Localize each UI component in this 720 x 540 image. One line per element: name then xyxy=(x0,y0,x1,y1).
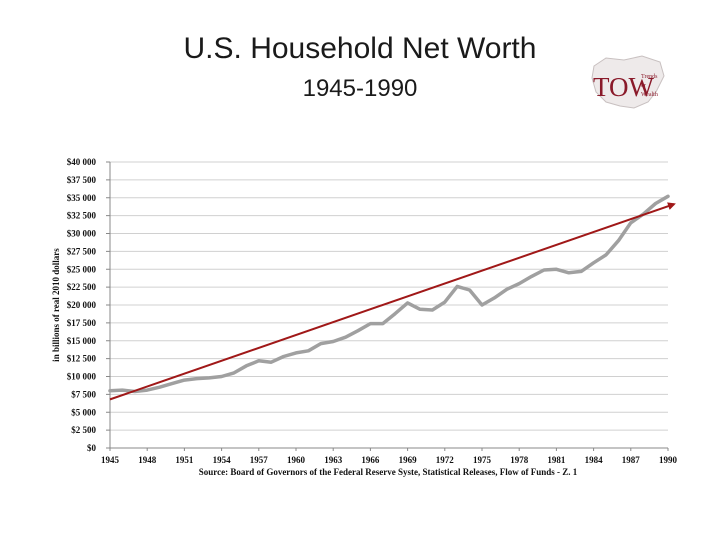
y-tick-label: $7 500 xyxy=(71,389,96,399)
chart-subtitle: 1945-1990 xyxy=(302,75,418,102)
x-tick-label: 1945 xyxy=(101,455,120,465)
x-tick-label: 1987 xyxy=(622,455,641,465)
y-tick-label: $0 xyxy=(87,443,97,453)
y-tick-label: $27 500 xyxy=(67,246,97,256)
x-tick-label: 1960 xyxy=(287,455,306,465)
x-tick-label: 1972 xyxy=(436,455,455,465)
series xyxy=(108,194,676,401)
x-axis-label: Source: Board of Governors of the Federa… xyxy=(199,467,578,477)
tow-logo-image: TOW Trends or Wealth xyxy=(591,55,665,109)
y-tick-label: $20 000 xyxy=(67,300,97,310)
x-tick-label: 1966 xyxy=(361,455,380,465)
logo-line-3: Wealth xyxy=(641,92,658,98)
x-tick-label: 1948 xyxy=(138,455,157,465)
logo-line-1: Trends xyxy=(641,74,658,80)
y-tick-label: $25 000 xyxy=(67,264,97,274)
y-tick-label: $2 500 xyxy=(71,425,96,435)
y-tick-label: $10 000 xyxy=(67,372,97,382)
us-map-shape xyxy=(591,55,665,109)
y-tick-label: $15 000 xyxy=(67,336,97,346)
x-tick-label: 1963 xyxy=(324,455,343,465)
y-tick-label: $35 000 xyxy=(67,193,97,203)
y-tick-label: $17 500 xyxy=(67,318,97,328)
y-tick-label: $12 500 xyxy=(67,354,97,364)
y-tick-label: $5 000 xyxy=(71,407,96,417)
y-tick-label: $40 000 xyxy=(67,157,97,167)
chart-title: U.S. Household Net Worth xyxy=(183,32,537,65)
y-axis-label: in billions of real 2010 dollars xyxy=(51,248,61,362)
logo-line-2: or xyxy=(641,83,646,89)
x-tick-label: 1975 xyxy=(473,455,492,465)
x-tick-label: 1990 xyxy=(659,455,678,465)
x-tick-label: 1951 xyxy=(175,455,194,465)
trend-line xyxy=(109,202,676,401)
logo-main-text: TOW xyxy=(593,72,655,102)
y-tick-label: $30 000 xyxy=(67,229,97,239)
y-tick-label: $32 500 xyxy=(67,211,97,221)
x-tick-label: 1978 xyxy=(510,455,529,465)
x-axis-ticks: 1945 1948 1951 1954 1957 1960 1963 1966 1969 1972… xyxy=(101,455,678,465)
logo: TOW Trends or Wealth xyxy=(590,52,668,114)
net-worth-series-line xyxy=(108,194,670,394)
y-tick-label: $37 500 xyxy=(67,175,97,185)
x-tick-label: 1984 xyxy=(585,455,604,465)
x-tick-label: 1957 xyxy=(250,455,269,465)
axes xyxy=(109,162,669,451)
x-tick-label: 1981 xyxy=(547,455,566,465)
y-tick-label: $22 500 xyxy=(67,282,97,292)
x-tick-label: 1954 xyxy=(213,455,232,465)
y-axis-ticks: $0 $2 500 $5 000 $7 500 $10 000 $12 500 $15 00… xyxy=(67,157,97,453)
grid-lines xyxy=(106,161,668,449)
x-tick-label: 1969 xyxy=(399,455,418,465)
